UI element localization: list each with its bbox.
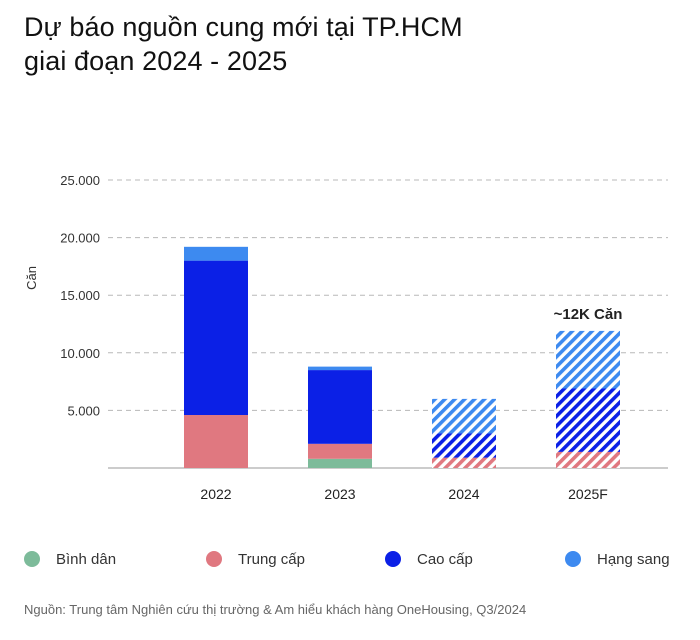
legend-label-trung-cap: Trung cấp <box>238 550 305 568</box>
bar-2024-trung-cap <box>432 457 496 468</box>
bar-2024-cao-cap <box>432 433 496 458</box>
bars <box>184 246 620 468</box>
legend: Bình dân Trung cấp Cao cấp Hạng sang <box>24 546 684 572</box>
legend-item-hang-sang: Hạng sang <box>565 546 670 572</box>
legend-item-cao-cap: Cao cấp <box>385 546 473 572</box>
bar-2022-trung-cap <box>184 415 248 468</box>
bar-2025f-trung-cap <box>556 451 620 468</box>
legend-swatch-binh-dan <box>24 551 40 567</box>
chart-title-line-2: giai đoạn 2024 - 2025 <box>24 46 288 76</box>
annotation-label: ~12K Căn <box>554 306 623 323</box>
x-tick-label: 2023 <box>324 486 355 502</box>
bar-2022-hang-sang <box>184 246 248 261</box>
y-tick-label: 15.000 <box>60 288 100 303</box>
legend-item-binh-dan: Bình dân <box>24 546 116 572</box>
legend-item-trung-cap: Trung cấp <box>206 546 305 572</box>
x-tick-label: 2022 <box>200 486 231 502</box>
bar-2023-trung-cap <box>308 443 372 459</box>
stacked-bar-chart: 5.000 10.000 15.000 20.000 25.000 Căn 2022 2023… <box>24 173 668 502</box>
chart-title: Dự báo nguồn cung mới tại TP.HCM giai đo… <box>24 10 664 78</box>
bar-2024-hang-sang <box>432 398 496 434</box>
bar-2025f-cao-cap <box>556 388 620 452</box>
bar-2023-hang-sang <box>308 366 372 371</box>
chart-labels: 5.000 10.000 15.000 20.000 25.000 Căn 2022 2023… <box>24 173 622 502</box>
bar-2023-binh-dan <box>308 458 372 468</box>
bar-2022-cao-cap <box>184 260 248 416</box>
chart-title-line-1: Dự báo nguồn cung mới tại TP.HCM <box>24 12 463 42</box>
bar-2023-cao-cap <box>308 370 372 444</box>
legend-swatch-hang-sang <box>565 551 581 567</box>
bar-2025f-hang-sang <box>556 330 620 389</box>
y-axis-label: Căn <box>24 266 39 290</box>
legend-label-hang-sang: Hạng sang <box>597 550 670 568</box>
legend-label-cao-cap: Cao cấp <box>417 550 473 568</box>
y-tick-label: 10.000 <box>60 346 100 361</box>
x-tick-label: 2025F <box>568 486 608 502</box>
legend-swatch-cao-cap <box>385 551 401 567</box>
y-tick-label: 25.000 <box>60 173 100 188</box>
y-tick-label: 20.000 <box>60 231 100 246</box>
legend-label-binh-dan: Bình dân <box>56 550 117 568</box>
x-tick-label: 2024 <box>448 486 479 502</box>
y-tick-label: 5.000 <box>67 403 100 418</box>
legend-swatch-trung-cap <box>206 551 222 567</box>
source-note: Nguồn: Trung tâm Nghiên cứu thị trường &… <box>24 602 527 617</box>
